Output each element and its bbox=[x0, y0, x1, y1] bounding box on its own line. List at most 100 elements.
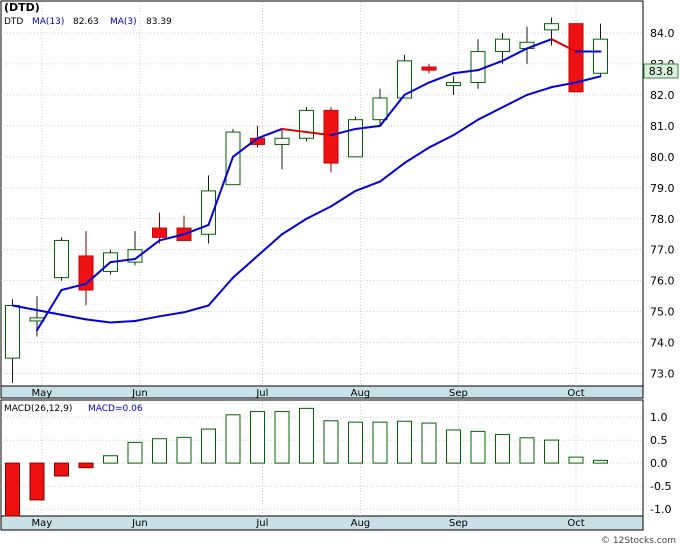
macd-bar bbox=[495, 434, 510, 464]
macd-bar bbox=[593, 459, 608, 464]
candle-body bbox=[274, 137, 290, 145]
candle-body bbox=[152, 227, 167, 238]
legend-ma13-value: 82.63 bbox=[73, 17, 99, 27]
price-tick-label: 80.0 bbox=[650, 151, 675, 164]
ma3-line-segment bbox=[11, 304, 38, 312]
macd-tick-label: 0.5 bbox=[650, 434, 668, 447]
ma3-line-segment bbox=[477, 106, 504, 121]
macd-bar bbox=[568, 456, 584, 464]
ma3-line-segment bbox=[158, 311, 185, 318]
macd-legend-value: MACD=0.06 bbox=[88, 404, 143, 414]
ma13-line-segment bbox=[330, 127, 357, 137]
macd-bar bbox=[225, 414, 241, 464]
ma3-line-segment bbox=[550, 81, 577, 89]
macd-bar bbox=[544, 439, 559, 464]
ma13-line-segment bbox=[232, 137, 259, 158]
macd-tick-label: -0.5 bbox=[650, 480, 671, 493]
ma13-line-segment bbox=[379, 93, 406, 127]
price-xaxis-band bbox=[0, 385, 644, 399]
ma3-line-segment bbox=[281, 217, 308, 236]
moving-average-lines bbox=[11, 38, 602, 332]
legend-ma13-label: MA(13) bbox=[32, 17, 64, 27]
macd-month-label: Sep bbox=[449, 518, 468, 529]
macd-bar bbox=[519, 437, 535, 464]
macd-bar bbox=[421, 422, 437, 464]
legend-ma3-label: MA(3) bbox=[110, 17, 137, 27]
price-tick-label: 76.0 bbox=[650, 275, 675, 288]
legend-ma3-value: 83.39 bbox=[146, 17, 172, 27]
candle-body bbox=[495, 38, 510, 53]
ma13-line-segment bbox=[134, 239, 161, 261]
macd-tick-label: 0.0 bbox=[650, 457, 668, 470]
ma3-line-segment bbox=[501, 93, 528, 109]
macd-bar bbox=[152, 438, 167, 464]
macd-bar bbox=[250, 411, 265, 464]
macd-month-label: Aug bbox=[351, 518, 371, 529]
macd-xaxis-band bbox=[0, 515, 644, 531]
price-grid bbox=[1, 2, 643, 386]
ma13-line-segment bbox=[428, 72, 455, 84]
price-month-label: Sep bbox=[449, 388, 468, 399]
macd-month-label: Oct bbox=[567, 518, 584, 529]
macd-bar bbox=[78, 462, 94, 469]
ma3-line-segment bbox=[452, 118, 479, 137]
candle-body bbox=[5, 304, 20, 359]
candle-body bbox=[201, 190, 216, 235]
macd-bar bbox=[372, 421, 388, 464]
macd-bar bbox=[201, 428, 216, 464]
ma13-line-segment bbox=[256, 127, 283, 140]
ma13-line-segment bbox=[60, 282, 87, 291]
ma13-line-segment bbox=[550, 38, 577, 53]
ma3-line-segment bbox=[109, 319, 136, 324]
candle-body bbox=[421, 66, 437, 71]
ma13-line-segment bbox=[501, 47, 528, 62]
price-tick-label: 73.0 bbox=[650, 368, 675, 381]
ma13-line-segment bbox=[526, 38, 553, 50]
ma13-line-segment bbox=[109, 258, 136, 264]
price-tick-label: 77.0 bbox=[650, 244, 675, 257]
ma3-line-segment bbox=[36, 309, 63, 316]
macd-bar bbox=[103, 455, 118, 464]
candle-body bbox=[372, 97, 388, 121]
macd-tick-label: -1.0 bbox=[650, 503, 671, 516]
ma13-line-segment bbox=[477, 59, 504, 72]
ma3-line-segment bbox=[85, 318, 112, 324]
macd-bar bbox=[54, 462, 69, 477]
macd-month-labels: May Jun Jul Aug Sep Oct bbox=[32, 518, 585, 529]
footer-credit: © 12Stocks.com bbox=[601, 536, 676, 546]
ma13-line-segment bbox=[305, 131, 332, 137]
candle-body bbox=[397, 60, 412, 99]
ma3-line-segment bbox=[183, 304, 210, 314]
candle-body bbox=[568, 23, 584, 93]
ma13-line-segment bbox=[158, 233, 185, 242]
ma3-line-segment bbox=[305, 205, 332, 220]
ma13-line-segment bbox=[452, 69, 479, 75]
ma13-line-segment bbox=[207, 155, 234, 226]
candle-body bbox=[544, 23, 559, 31]
ma3-line-segment bbox=[575, 75, 602, 84]
price-panel bbox=[0, 0, 644, 399]
ma3-line-segment bbox=[232, 254, 259, 279]
macd-bar bbox=[299, 407, 314, 464]
price-month-label: Oct bbox=[567, 388, 584, 399]
ma13-line-segment bbox=[85, 261, 112, 285]
macd-bar bbox=[348, 421, 363, 464]
candle-body bbox=[323, 109, 339, 164]
candle-body bbox=[446, 82, 461, 87]
macd-tick-label: 1.0 bbox=[650, 411, 668, 424]
candle-body bbox=[470, 51, 486, 84]
ma13-line-segment bbox=[183, 223, 210, 236]
macd-tick-labels: -1.0 -0.5 0.0 0.5 1.0 bbox=[650, 411, 671, 516]
macd-bar bbox=[274, 411, 290, 464]
price-tick-label: 81.0 bbox=[650, 120, 675, 133]
price-month-label: Aug bbox=[351, 388, 371, 399]
ma3-line-segment bbox=[403, 146, 430, 165]
macd-bars bbox=[5, 407, 608, 517]
price-tick-label: 82.0 bbox=[650, 89, 675, 102]
macd-bar bbox=[176, 436, 192, 464]
macd-panel bbox=[0, 399, 644, 531]
price-tick-label: 75.0 bbox=[650, 306, 675, 319]
ma3-line-segment bbox=[354, 180, 381, 192]
last-price-label: 83.8 bbox=[649, 65, 674, 78]
price-month-label: Jun bbox=[131, 388, 148, 399]
